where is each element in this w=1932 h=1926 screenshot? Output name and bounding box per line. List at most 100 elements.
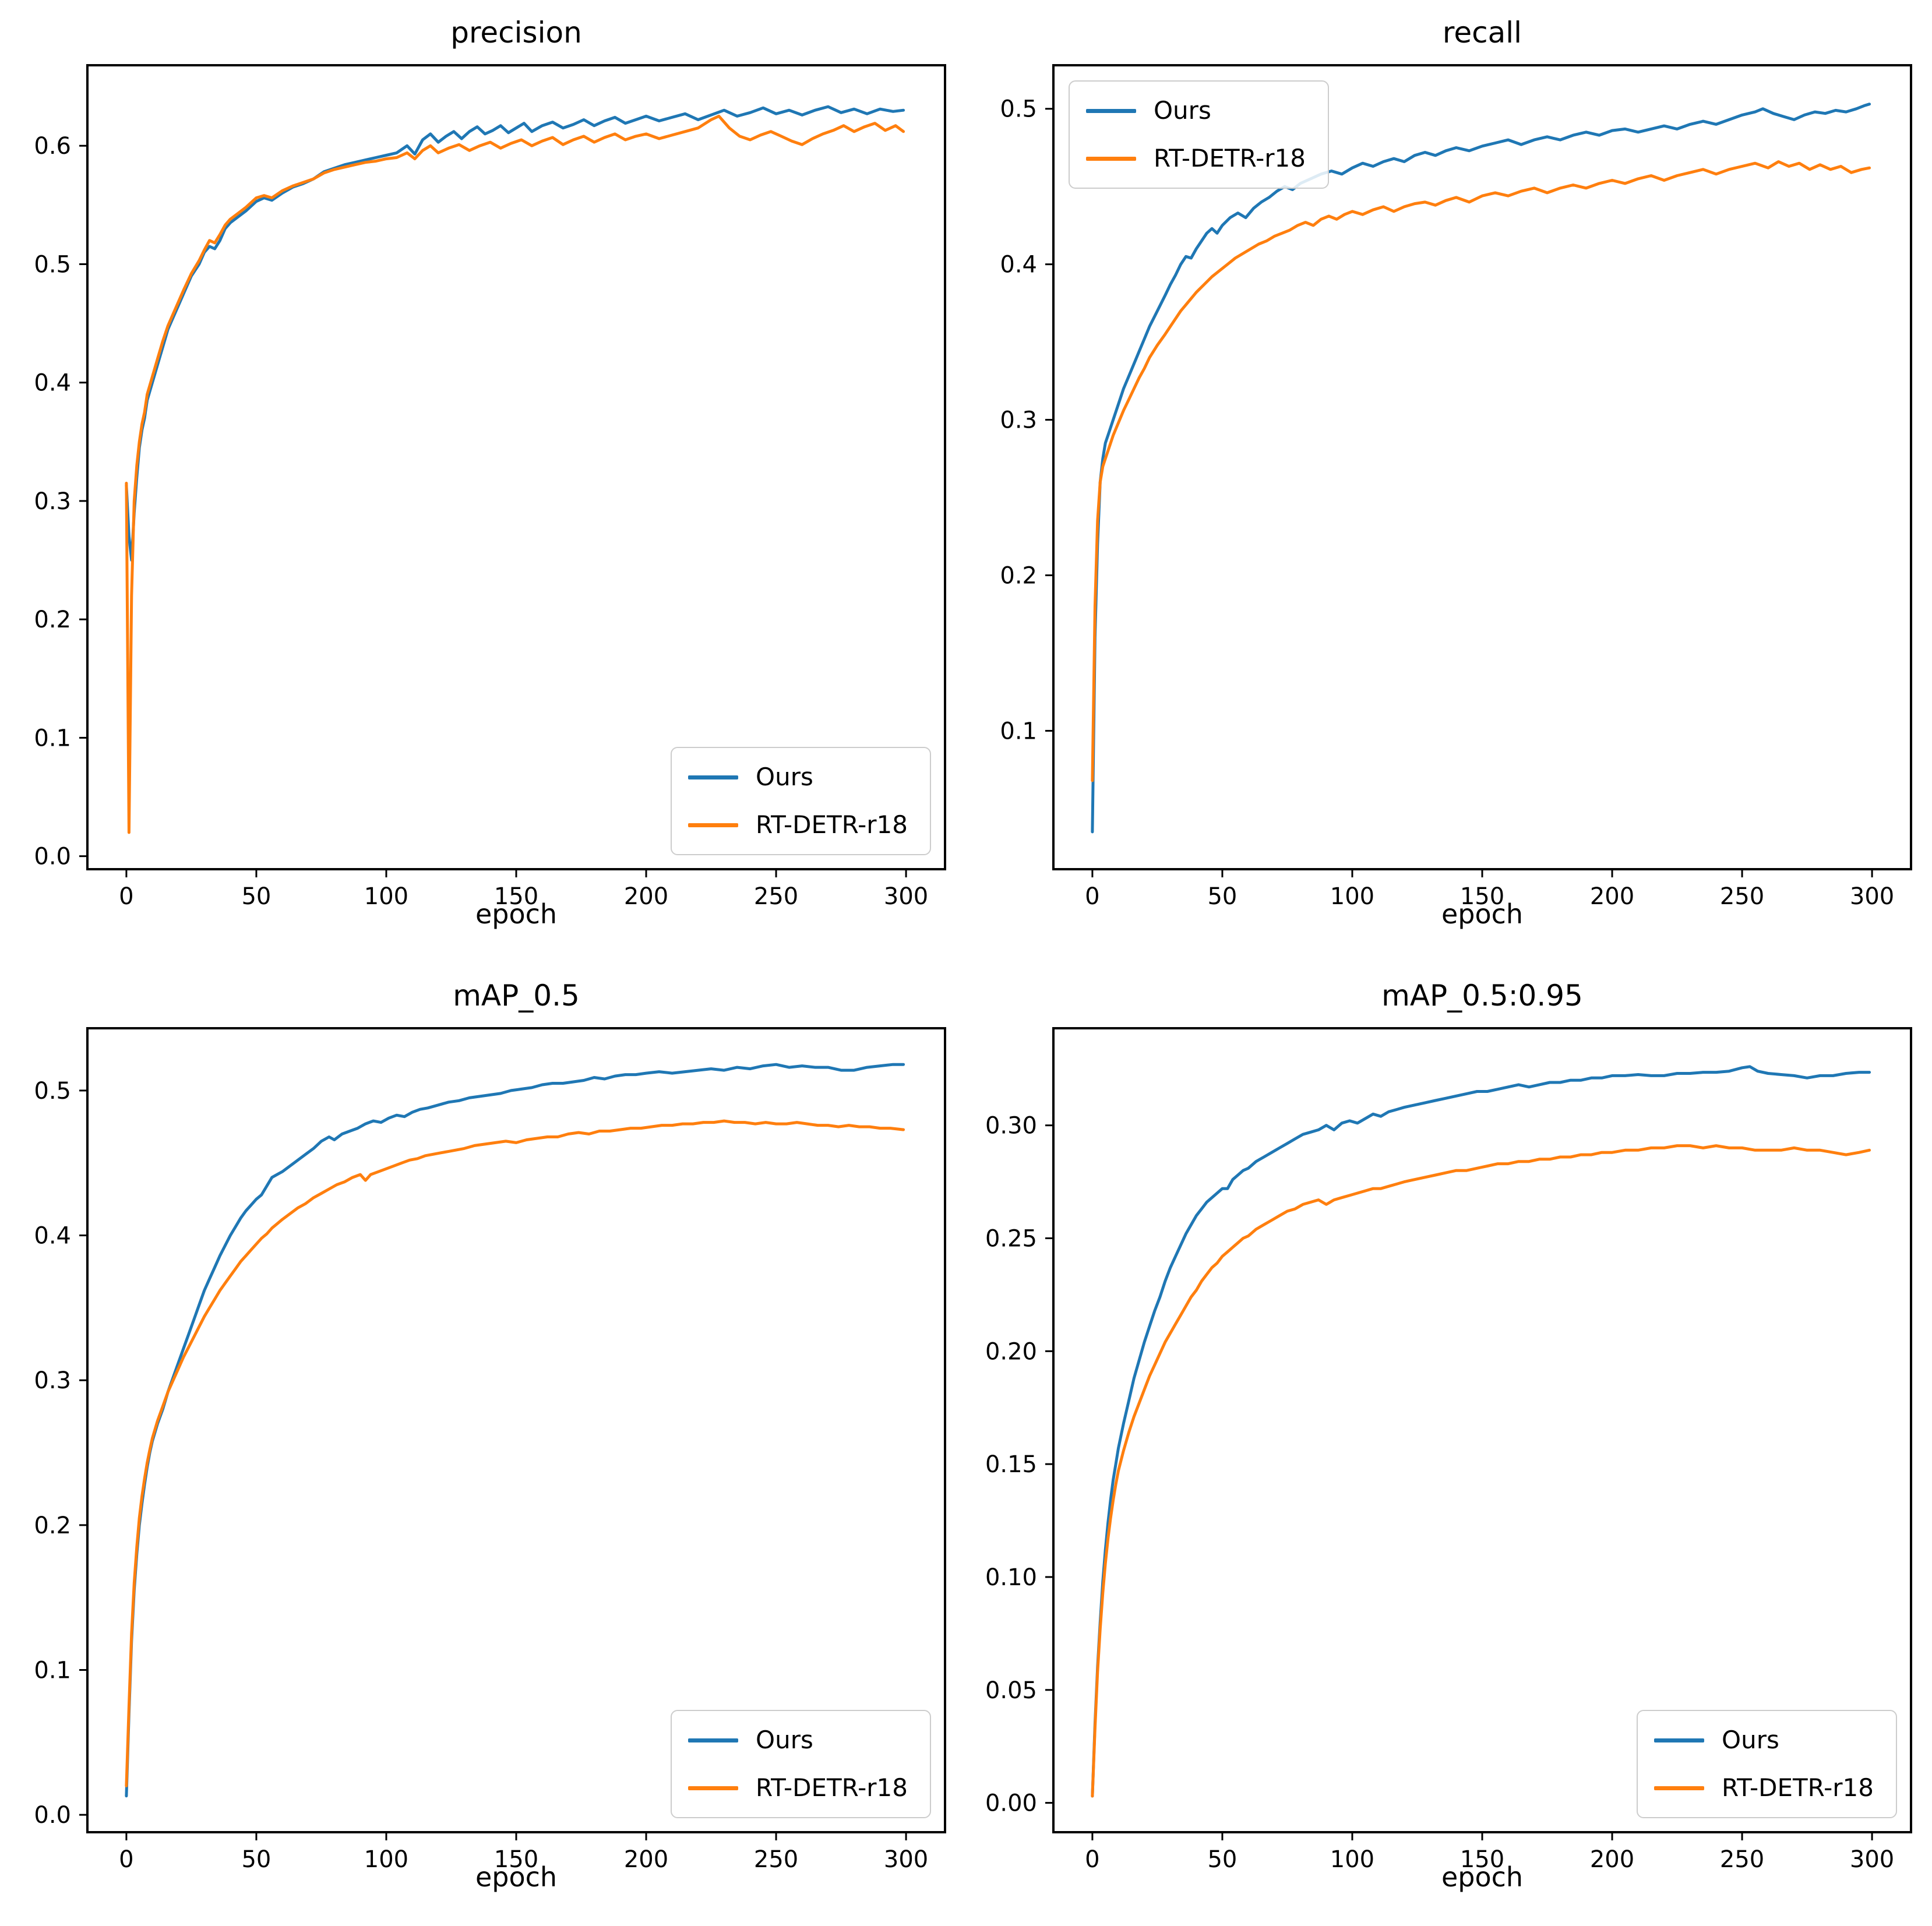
y-tick-label: 0.2 <box>1000 563 1037 590</box>
x-tick-label: 150 <box>1460 1846 1504 1873</box>
legend-label: RT-DETR-r18 <box>1722 1773 1874 1802</box>
x-tick-label: 100 <box>364 883 408 910</box>
y-tick-label: 0.00 <box>985 1790 1037 1817</box>
y-tick-label: 0.15 <box>985 1451 1037 1478</box>
y-tick-label: 0.2 <box>34 1512 71 1539</box>
legend-line-swatch <box>688 823 739 827</box>
map05-subplot: mAP_0.5 0 50 100 150 200 250 300 0.0 0.1 0.2 0.3 0.… <box>0 963 966 1926</box>
legend-label: RT-DETR-r18 <box>756 810 908 839</box>
x-tick-label: 300 <box>884 883 928 910</box>
y-tick-label: 0.0 <box>34 844 71 870</box>
x-tick-label: 200 <box>624 883 668 910</box>
ours-line <box>125 1063 905 1798</box>
y-tick-label: 0.25 <box>985 1226 1037 1253</box>
legend: Ours RT-DETR-r18 <box>1069 80 1329 189</box>
y-tick-label: 0.1 <box>34 1657 71 1684</box>
x-tick-label: 300 <box>884 1846 928 1873</box>
y-tick-label: 0.1 <box>34 725 71 752</box>
x-tick-label: 50 <box>241 1846 271 1873</box>
y-tick-label: 0.10 <box>985 1564 1037 1591</box>
legend-label: Ours <box>756 1726 813 1754</box>
legend-label: Ours <box>1154 96 1211 125</box>
x-tick-label: 200 <box>1590 1846 1634 1873</box>
y-tick-label: 0.1 <box>1000 718 1037 745</box>
ours-line <box>125 105 905 562</box>
legend-label: RT-DETR-r18 <box>756 1773 908 1802</box>
rt-detr-r18-line <box>125 114 905 834</box>
y-tick-label: 0.6 <box>34 133 71 160</box>
y-tick-label: 0.20 <box>985 1338 1037 1365</box>
x-axis-label-recall: epoch <box>1441 898 1524 930</box>
y-tick-label: 0.4 <box>34 1223 71 1250</box>
subplot-title-recall: recall <box>1442 16 1522 50</box>
subplot-title-map05095: mAP_0.5:0.95 <box>1381 979 1583 1013</box>
x-tick-label: 250 <box>754 883 798 910</box>
y-tick-label: 0.3 <box>34 488 71 515</box>
recall-plot-area: 0 50 100 150 200 250 300 0.1 0.2 0.3 0.4 0.5 Ours RT-… <box>1000 64 1912 910</box>
y-tick-label: 0.5 <box>34 251 71 278</box>
map05095-subplot: mAP_0.5:0.95 0 50 100 150 200 250 300 0.00 0.05 0… <box>966 963 1932 1926</box>
x-tick-label: 200 <box>1590 883 1634 910</box>
rt-detr-r18-line <box>125 1119 905 1787</box>
x-tick-label: 100 <box>1330 1846 1374 1873</box>
precision-subplot: precision 0 50 100 150 200 250 300 0.0 0.1 0.2 0.3… <box>0 0 966 963</box>
x-tick-label: 50 <box>1207 883 1237 910</box>
y-tick-label: 0.5 <box>1000 96 1037 123</box>
y-tick-label: 0.4 <box>1000 252 1037 278</box>
legend-entry: RT-DETR-r18 <box>1654 1774 1874 1802</box>
axes-canvas: 0 50 100 150 200 250 300 0.0 0.1 0.2 0.3 0.4 0.5 0.6 <box>34 64 946 910</box>
y-tick-label: 0.3 <box>34 1367 71 1394</box>
y-tick-label: 0.05 <box>985 1677 1037 1704</box>
x-tick-label: 0 <box>119 1846 133 1873</box>
legend-line-swatch <box>688 1786 739 1790</box>
recall-subplot: recall 0 50 100 150 200 250 300 0.1 0.2 0.3 0.4 0.5… <box>966 0 1932 963</box>
x-tick-label: 100 <box>364 1846 408 1873</box>
ours-line <box>1091 103 1871 834</box>
legend-line-swatch <box>1086 156 1136 161</box>
x-tick-label: 300 <box>1850 1846 1894 1873</box>
legend-entry: Ours <box>688 1726 908 1754</box>
legend-entry: Ours <box>1654 1726 1874 1754</box>
legend-label: Ours <box>1722 1726 1779 1754</box>
y-tick-label: 0.30 <box>985 1113 1037 1140</box>
x-tick-label: 150 <box>494 1846 538 1873</box>
map05-plot-area: 0 50 100 150 200 250 300 0.0 0.1 0.2 0.3 0.4 0.5 Ours… <box>34 1027 946 1873</box>
x-tick-label: 0 <box>119 883 133 910</box>
legend-label: Ours <box>756 763 813 791</box>
y-tick-label: 0.3 <box>1000 407 1037 434</box>
plot-border <box>86 64 946 870</box>
x-tick-label: 0 <box>1085 883 1099 910</box>
subplot-title-map05: mAP_0.5 <box>453 979 580 1013</box>
x-tick-label: 250 <box>754 1846 798 1873</box>
x-axis-label-map05095: epoch <box>1441 1861 1524 1893</box>
x-tick-label: 0 <box>1085 1846 1099 1873</box>
rt-detr-r18-line <box>1091 1144 1871 1798</box>
ours-line <box>1091 1065 1871 1798</box>
subplot-title-precision: precision <box>450 16 582 50</box>
x-tick-label: 150 <box>1460 883 1504 910</box>
legend: Ours RT-DETR-r18 <box>1637 1710 1897 1818</box>
x-axis-label-map05: epoch <box>475 1861 558 1893</box>
legend: Ours RT-DETR-r18 <box>671 1710 931 1818</box>
plot-border <box>86 1027 946 1833</box>
legend-entry: RT-DETR-r18 <box>688 1774 908 1802</box>
x-tick-label: 250 <box>1720 883 1764 910</box>
legend-label: RT-DETR-r18 <box>1154 144 1306 172</box>
x-tick-label: 100 <box>1330 883 1374 910</box>
plot-border <box>1052 64 1912 870</box>
x-axis-label-precision: epoch <box>475 898 558 930</box>
legend-line-swatch <box>688 775 739 779</box>
x-tick-label: 50 <box>1207 1846 1237 1873</box>
axes-canvas: 0 50 100 150 200 250 300 0.00 0.05 0.10 0.15 0.20 0.… <box>985 1027 1912 1873</box>
x-tick-label: 250 <box>1720 1846 1764 1873</box>
legend-line-swatch <box>1654 1738 1705 1742</box>
y-tick-label: 0.4 <box>34 370 71 397</box>
y-tick-label: 0.2 <box>34 606 71 633</box>
axes-canvas: 0 50 100 150 200 250 300 0.1 0.2 0.3 0.4 0.5 <box>1000 64 1912 910</box>
y-tick-label: 0.0 <box>34 1802 71 1829</box>
y-tick-label: 0.5 <box>34 1078 71 1105</box>
legend-line-swatch <box>1086 108 1136 113</box>
legend-line-swatch <box>1654 1786 1705 1790</box>
plot-border <box>1052 1027 1912 1833</box>
